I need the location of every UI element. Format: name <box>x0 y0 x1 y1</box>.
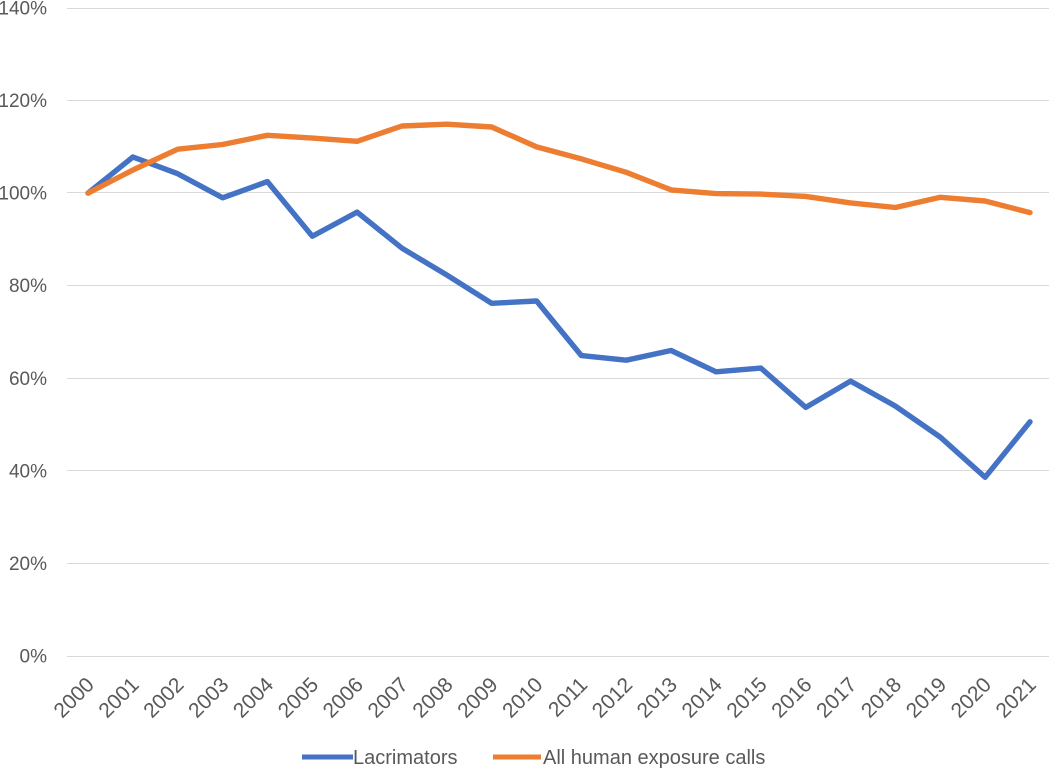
svg-text:140%: 140% <box>0 0 47 20</box>
svg-text:All human exposure calls: All human exposure calls <box>543 747 765 768</box>
svg-text:0%: 0% <box>20 647 48 668</box>
svg-text:40%: 40% <box>9 461 47 482</box>
svg-text:120%: 120% <box>0 91 47 112</box>
svg-text:Lacrimators: Lacrimators <box>353 747 457 768</box>
svg-text:60%: 60% <box>9 369 47 390</box>
svg-text:20%: 20% <box>9 554 47 575</box>
svg-text:80%: 80% <box>9 276 47 297</box>
svg-text:100%: 100% <box>0 184 47 205</box>
